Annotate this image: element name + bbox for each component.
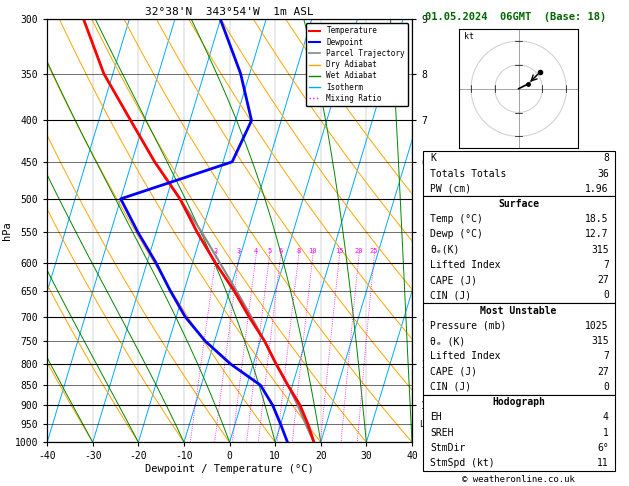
Text: 01.05.2024  06GMT  (Base: 18): 01.05.2024 06GMT (Base: 18) bbox=[425, 12, 606, 22]
Text: 27: 27 bbox=[597, 275, 609, 285]
Text: 3: 3 bbox=[237, 247, 241, 254]
Text: Temp (°C): Temp (°C) bbox=[430, 214, 483, 224]
Text: 315: 315 bbox=[591, 245, 609, 255]
Text: 7: 7 bbox=[603, 260, 609, 270]
Text: 315: 315 bbox=[591, 336, 609, 346]
Text: Totals Totals: Totals Totals bbox=[430, 169, 507, 178]
Text: 0: 0 bbox=[603, 291, 609, 300]
Text: 1025: 1025 bbox=[585, 321, 609, 331]
Text: Hodograph: Hodograph bbox=[492, 397, 545, 407]
Text: CIN (J): CIN (J) bbox=[430, 382, 472, 392]
Text: 7: 7 bbox=[603, 351, 609, 362]
Text: PW (cm): PW (cm) bbox=[430, 184, 472, 194]
Text: StmDir: StmDir bbox=[430, 443, 465, 453]
Text: 15: 15 bbox=[335, 247, 343, 254]
Bar bbox=[423, 395, 615, 471]
Text: 5: 5 bbox=[267, 247, 272, 254]
Text: 4: 4 bbox=[603, 413, 609, 422]
Text: 8: 8 bbox=[603, 153, 609, 163]
Text: Mixing Ratio (g/kg): Mixing Ratio (g/kg) bbox=[448, 297, 457, 385]
Bar bbox=[423, 151, 615, 196]
Text: 1: 1 bbox=[603, 428, 609, 438]
Text: 18.5: 18.5 bbox=[585, 214, 609, 224]
Text: Lifted Index: Lifted Index bbox=[430, 351, 501, 362]
Legend: Temperature, Dewpoint, Parcel Trajectory, Dry Adiabat, Wet Adiabat, Isotherm, Mi: Temperature, Dewpoint, Parcel Trajectory… bbox=[306, 23, 408, 106]
Text: 8: 8 bbox=[296, 247, 301, 254]
Text: CAPE (J): CAPE (J) bbox=[430, 366, 477, 377]
X-axis label: Dewpoint / Temperature (°C): Dewpoint / Temperature (°C) bbox=[145, 464, 314, 474]
Text: StmSpd (kt): StmSpd (kt) bbox=[430, 458, 495, 468]
Y-axis label: hPa: hPa bbox=[2, 222, 12, 240]
Text: Lifted Index: Lifted Index bbox=[430, 260, 501, 270]
Text: θₑ(K): θₑ(K) bbox=[430, 245, 460, 255]
Text: 6: 6 bbox=[279, 247, 282, 254]
Text: 12.7: 12.7 bbox=[585, 229, 609, 240]
Text: SREH: SREH bbox=[430, 428, 454, 438]
Text: 25: 25 bbox=[370, 247, 379, 254]
Text: CAPE (J): CAPE (J) bbox=[430, 275, 477, 285]
Text: 4: 4 bbox=[253, 247, 258, 254]
Text: EH: EH bbox=[430, 413, 442, 422]
Title: 32°38'N  343°54'W  1m ASL: 32°38'N 343°54'W 1m ASL bbox=[145, 7, 314, 17]
Y-axis label: km
ASL: km ASL bbox=[430, 222, 451, 240]
Text: θₑ (K): θₑ (K) bbox=[430, 336, 465, 346]
Text: 6°: 6° bbox=[597, 443, 609, 453]
Text: Pressure (mb): Pressure (mb) bbox=[430, 321, 507, 331]
Text: 27: 27 bbox=[597, 366, 609, 377]
Text: Dewp (°C): Dewp (°C) bbox=[430, 229, 483, 240]
Bar bbox=[423, 303, 615, 395]
Text: 11: 11 bbox=[597, 458, 609, 468]
Bar bbox=[423, 196, 615, 303]
Text: 1.96: 1.96 bbox=[585, 184, 609, 194]
Text: 20: 20 bbox=[355, 247, 363, 254]
Text: kt: kt bbox=[464, 32, 474, 41]
Text: CIN (J): CIN (J) bbox=[430, 291, 472, 300]
Text: 2: 2 bbox=[214, 247, 218, 254]
Text: Most Unstable: Most Unstable bbox=[481, 306, 557, 316]
Text: LCL: LCL bbox=[420, 420, 434, 429]
Text: K: K bbox=[430, 153, 437, 163]
Text: Surface: Surface bbox=[498, 199, 539, 209]
Text: 0: 0 bbox=[603, 382, 609, 392]
Text: © weatheronline.co.uk: © weatheronline.co.uk bbox=[462, 475, 575, 485]
Text: 10: 10 bbox=[308, 247, 317, 254]
Text: 36: 36 bbox=[597, 169, 609, 178]
